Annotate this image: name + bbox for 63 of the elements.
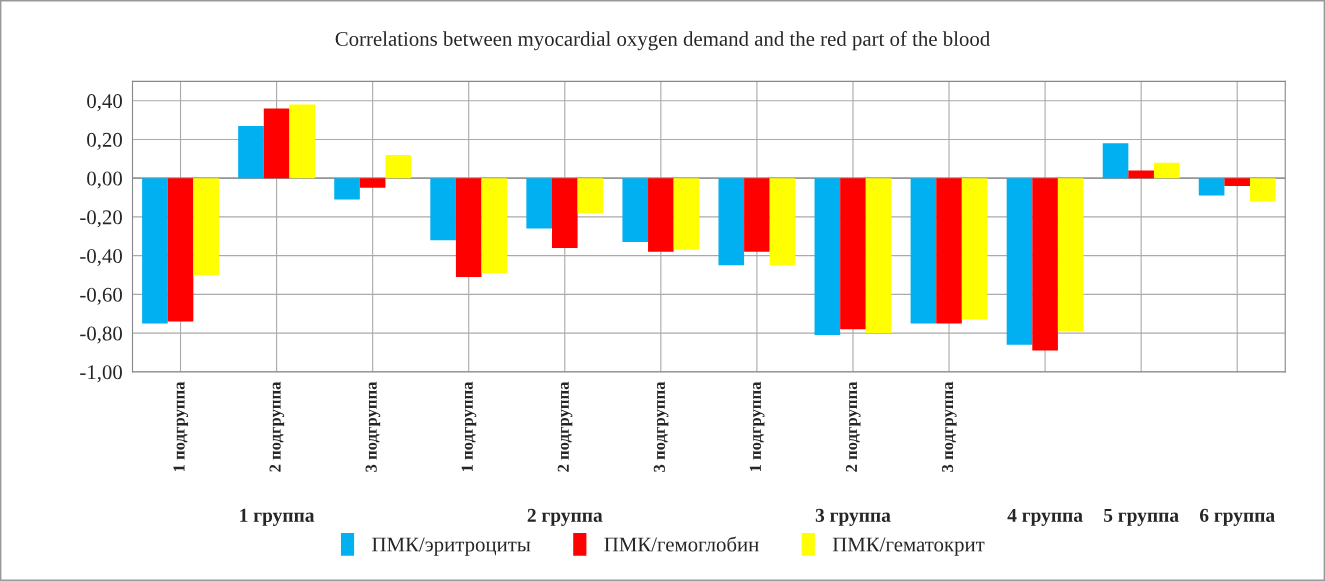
text: 4 группа bbox=[1007, 508, 1083, 526]
bar bbox=[167, 178, 194, 322]
y-tick-label: 0,20 bbox=[87, 132, 122, 150]
bar bbox=[430, 178, 456, 241]
x-tick-label: 2 подгруппа bbox=[557, 381, 573, 472]
legend-label: ПМК/гематокрит bbox=[832, 537, 985, 556]
bar bbox=[263, 108, 290, 179]
chart-title: Correlations between myocardial oxygen demand and the red part of the blood bbox=[335, 31, 990, 51]
bar bbox=[1153, 162, 1180, 179]
x-tick-label: 2 подгруппа bbox=[845, 381, 861, 472]
bar bbox=[961, 178, 988, 320]
bar bbox=[910, 178, 937, 324]
bar bbox=[551, 178, 578, 248]
legend-label: ПМК/эритроциты bbox=[372, 537, 531, 556]
bar bbox=[1128, 170, 1154, 179]
bar bbox=[865, 178, 892, 334]
bar bbox=[526, 178, 552, 229]
bar bbox=[936, 178, 962, 324]
bar bbox=[1224, 178, 1251, 186]
bar bbox=[622, 178, 649, 243]
bar bbox=[385, 154, 412, 179]
bar bbox=[840, 178, 866, 330]
y-tick-label: -0,40 bbox=[80, 249, 122, 267]
bar bbox=[1057, 178, 1084, 332]
bar bbox=[814, 178, 841, 336]
y-tick-label: -0,20 bbox=[80, 210, 122, 228]
bar bbox=[718, 178, 745, 266]
bar bbox=[577, 178, 604, 214]
x-tick-label: 3 подгруппа bbox=[941, 381, 957, 472]
y-tick-label: -0,80 bbox=[80, 326, 122, 344]
bar bbox=[193, 178, 219, 276]
text: 6 группа bbox=[1199, 508, 1275, 526]
x-tick-label: 3 подгруппа bbox=[653, 381, 669, 472]
y-tick-label: -0,60 bbox=[80, 287, 122, 305]
bar bbox=[359, 178, 386, 188]
y-tick-label: 0,40 bbox=[87, 94, 122, 112]
bar bbox=[769, 178, 796, 266]
bar bbox=[289, 104, 316, 179]
y-tick-label: 0,00 bbox=[87, 171, 122, 189]
x-tick-label: 1 подгруппа bbox=[749, 381, 765, 472]
bar bbox=[481, 178, 508, 274]
bar bbox=[334, 178, 360, 200]
legend-label: ПМК/гемоглобин bbox=[604, 536, 759, 552]
bar bbox=[648, 178, 674, 252]
bar bbox=[673, 178, 700, 250]
bar bbox=[1250, 178, 1276, 202]
x-tick-label: 1 подгруппа bbox=[173, 381, 189, 472]
bar bbox=[1102, 143, 1129, 179]
text: 1 группа bbox=[240, 508, 315, 526]
bar bbox=[1006, 178, 1033, 345]
bar bbox=[1198, 178, 1225, 196]
text: 2 группа bbox=[527, 508, 603, 526]
bar bbox=[455, 178, 482, 277]
x-tick-label: 3 подгруппа bbox=[365, 381, 381, 472]
bar bbox=[744, 178, 770, 252]
x-tick-label: 2 подгруппа bbox=[269, 381, 285, 472]
text: 3 группа bbox=[815, 508, 891, 526]
y-tick-label: -1,00 bbox=[80, 365, 122, 383]
bar bbox=[1032, 178, 1058, 351]
x-tick-label: 1 подгруппа bbox=[461, 381, 477, 472]
bar bbox=[142, 178, 168, 324]
text: 5 группа bbox=[1104, 508, 1179, 526]
bar bbox=[238, 125, 264, 179]
